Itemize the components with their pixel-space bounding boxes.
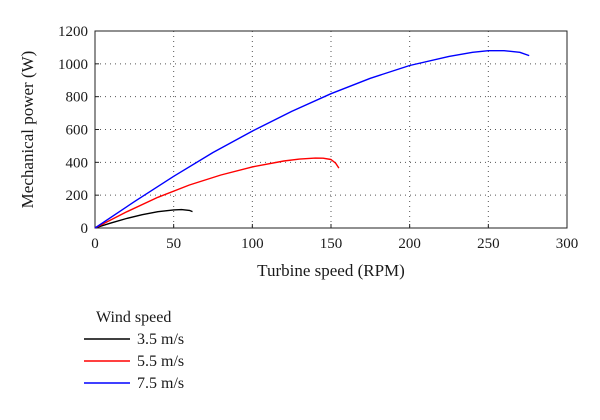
grid: [95, 31, 567, 228]
y-tick-label: 200: [66, 188, 89, 204]
y-tick-label: 800: [66, 90, 89, 106]
legend-label: 7.5 m/s: [137, 375, 184, 392]
legend: Wind speed 3.5 m/s 5.5 m/s 7.5 m/s: [84, 309, 184, 392]
legend-label: 3.5 m/s: [137, 331, 184, 348]
series-lines: [94, 50, 530, 229]
x-tick-label: 0: [91, 236, 99, 252]
legend-title: Wind speed: [96, 309, 171, 326]
y-tick-label: 600: [66, 123, 89, 139]
x-tick-label: 300: [556, 236, 579, 252]
series-line-3: [94, 50, 530, 229]
y-axis-title: Mechanical power (W): [18, 51, 37, 209]
x-tick-label: 100: [241, 236, 264, 252]
series-line-1: [94, 208, 193, 229]
y-tick-label: 0: [81, 221, 89, 237]
axis-ticks: 0 50 100 150 200 250 300 0 200 400 600 800 1000 1200: [58, 24, 578, 252]
x-axis-title: Turbine speed (RPM): [257, 261, 405, 280]
y-tick-label: 1000: [58, 57, 88, 73]
x-tick-label: 250: [477, 236, 500, 252]
y-tick-label: 1200: [58, 24, 88, 40]
x-tick-label: 200: [398, 236, 421, 252]
y-tick-label: 400: [66, 155, 89, 171]
x-tick-label: 150: [320, 236, 343, 252]
series-line-2: [94, 157, 340, 229]
x-tick-label: 50: [166, 236, 181, 252]
legend-label: 5.5 m/s: [137, 353, 184, 370]
